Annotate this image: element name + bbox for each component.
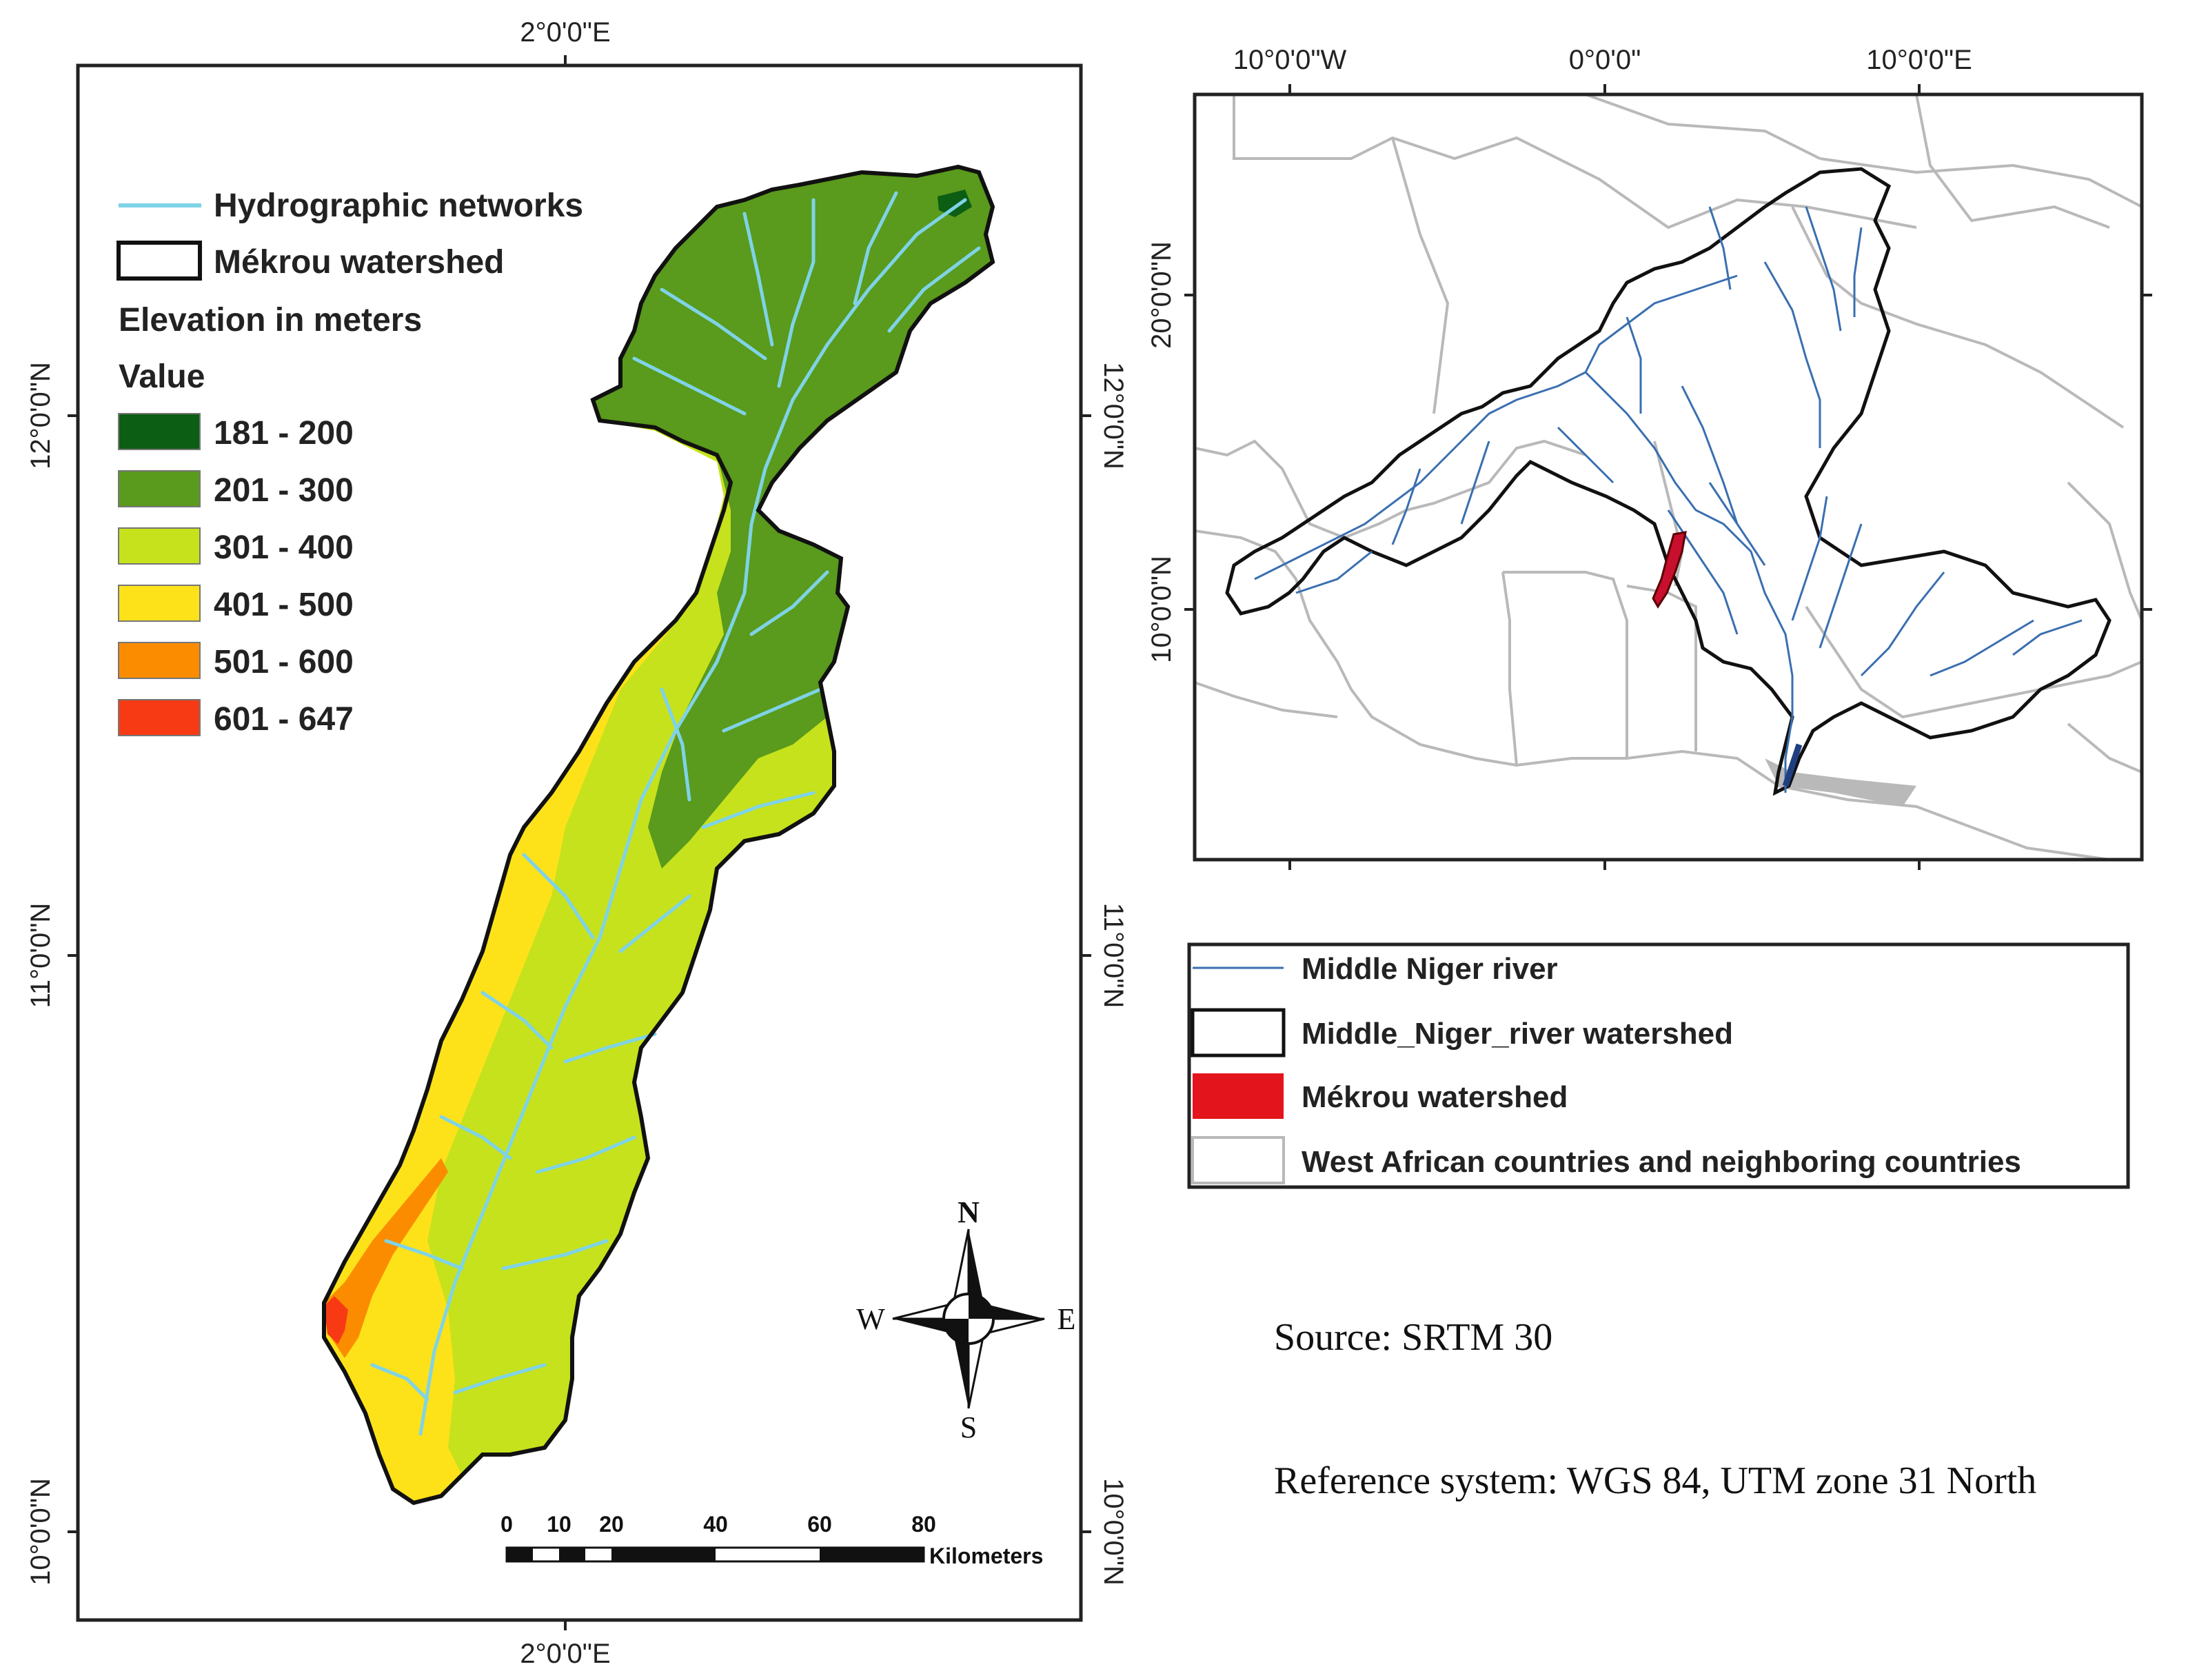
scale-tick-20: 20 xyxy=(599,1512,624,1537)
scale-tick-80: 80 xyxy=(911,1512,936,1537)
right-lat-label-10: 10°0'0"N xyxy=(1146,556,1177,663)
legend-swatch-501-600 xyxy=(118,642,201,679)
right-lat-label-20: 20°0'0"N xyxy=(1146,241,1177,349)
right-map-ticks xyxy=(1184,84,2152,870)
right-lon-label-10e: 10°0'0"E xyxy=(1866,45,1972,75)
zone-501-600 xyxy=(324,1158,448,1358)
left-lat-label-12-right: 12°0'0"N xyxy=(1098,362,1128,469)
right-map-frame xyxy=(1193,92,2144,862)
zone-181-200 xyxy=(938,190,972,217)
middle-niger-watershed xyxy=(1225,167,2112,796)
coastal-grey xyxy=(1765,758,1916,807)
legend-class-label: 401 - 500 xyxy=(214,587,354,623)
legend-hydro-label: Hydrographic networks xyxy=(214,188,583,224)
mekrou-watershed-red xyxy=(1652,531,1687,609)
left-lat-label-10: 10°0'0"N xyxy=(26,1478,56,1586)
right-legend-frame xyxy=(1187,942,2130,1189)
source-note: Source: SRTM 30 xyxy=(1274,1316,1552,1359)
middle-niger-river xyxy=(1254,206,2083,793)
left-lat-label-10-right: 10°0'0"N xyxy=(1098,1478,1128,1586)
legend-classes: 181 - 200 201 - 300 301 - 400 401 - 500 … xyxy=(118,413,354,738)
legend-countries-label: West African countries and neighboring c… xyxy=(1302,1145,2021,1179)
legend-countries-swatch xyxy=(1191,1136,1285,1184)
left-top-lon-label: 2°0'0"E xyxy=(520,17,610,48)
mekrou-watershed-map xyxy=(322,164,995,1506)
right-lon-label-0: 0°0'0" xyxy=(1569,45,1641,75)
compass-east-label: E xyxy=(1057,1302,1076,1336)
legend-mekrou-label: Mékrou watershed xyxy=(1302,1080,1568,1114)
scale-tick-0: 0 xyxy=(500,1512,513,1537)
legend-swatch-401-500 xyxy=(118,585,201,622)
hydrographic-network xyxy=(370,191,981,1436)
compass-south-label: S xyxy=(960,1410,977,1444)
legend-swatch-601-647 xyxy=(118,699,201,736)
legend-mekrou-swatch xyxy=(1193,1073,1284,1119)
legend-class-label: 601 - 647 xyxy=(214,701,354,738)
legend-swatch-301-400 xyxy=(118,527,201,565)
left-lat-label-11: 11°0'0"N xyxy=(26,903,56,1009)
left-map-panel: 2°0'0"E 2°0'0"E 12°0'0"N 11°0'0"N 10°0'0… xyxy=(26,17,1128,1669)
legend-swatch-201-300 xyxy=(118,470,201,507)
right-lon-label-10w: 10°0'0"W xyxy=(1233,45,1347,75)
legend-class-label: 501 - 600 xyxy=(214,644,354,680)
scale-tick-40: 40 xyxy=(703,1512,728,1537)
right-map-panel: 10°0'0"W 0°0'0" 10°0'0"E 20°0'0"N 10°0'0… xyxy=(1146,45,2152,870)
zone-201-300 xyxy=(593,167,993,869)
scale-bar: 0 10 20 40 60 80 Kilometers xyxy=(500,1512,1043,1568)
watershed-outline xyxy=(322,164,995,1506)
legend-value-title: Value xyxy=(119,358,205,395)
legend-class-label: 201 - 300 xyxy=(214,472,354,509)
right-legend: Middle Niger river Middle_Niger_river wa… xyxy=(1187,942,2130,1189)
niger-delta-line xyxy=(1782,743,1803,787)
left-bottom-lon-label: 2°0'0"E xyxy=(520,1639,610,1669)
legend-niger-river-label: Middle Niger river xyxy=(1302,952,1558,986)
compass-north-label: N xyxy=(958,1195,980,1229)
zone-601-647 xyxy=(324,1296,348,1344)
legend-elevation-title: Elevation in meters xyxy=(119,302,422,338)
legend-watershed-swatch xyxy=(117,241,202,281)
scale-unit-label: Kilometers xyxy=(929,1544,1043,1568)
legend-niger-watershed-swatch xyxy=(1191,1008,1286,1057)
compass-west-label: W xyxy=(856,1302,885,1336)
legend-watershed-label: Mékrou watershed xyxy=(214,244,504,281)
left-lat-label-12: 12°0'0"N xyxy=(26,362,56,469)
legend-class-label: 181 - 200 xyxy=(214,415,354,452)
country-borders xyxy=(1195,94,2142,860)
legend-niger-watershed-label: Middle_Niger_river watershed xyxy=(1302,1017,1733,1051)
left-legend: Hydrographic networks Mékrou watershed E… xyxy=(117,188,583,738)
zone-301-400 xyxy=(427,167,993,1475)
scale-tick-10: 10 xyxy=(547,1512,571,1537)
scale-tick-60: 60 xyxy=(807,1512,832,1537)
left-lat-label-11-right: 11°0'0"N xyxy=(1098,903,1128,1009)
north-arrow-compass: N S E W xyxy=(856,1195,1075,1444)
reference-system-note: Reference system: WGS 84, UTM zone 31 No… xyxy=(1274,1459,2036,1502)
left-map-ticks xyxy=(68,55,1091,1630)
right-map-content xyxy=(1195,94,2142,860)
legend-class-label: 301 - 400 xyxy=(214,529,354,566)
legend-swatch-181-200 xyxy=(118,413,201,450)
